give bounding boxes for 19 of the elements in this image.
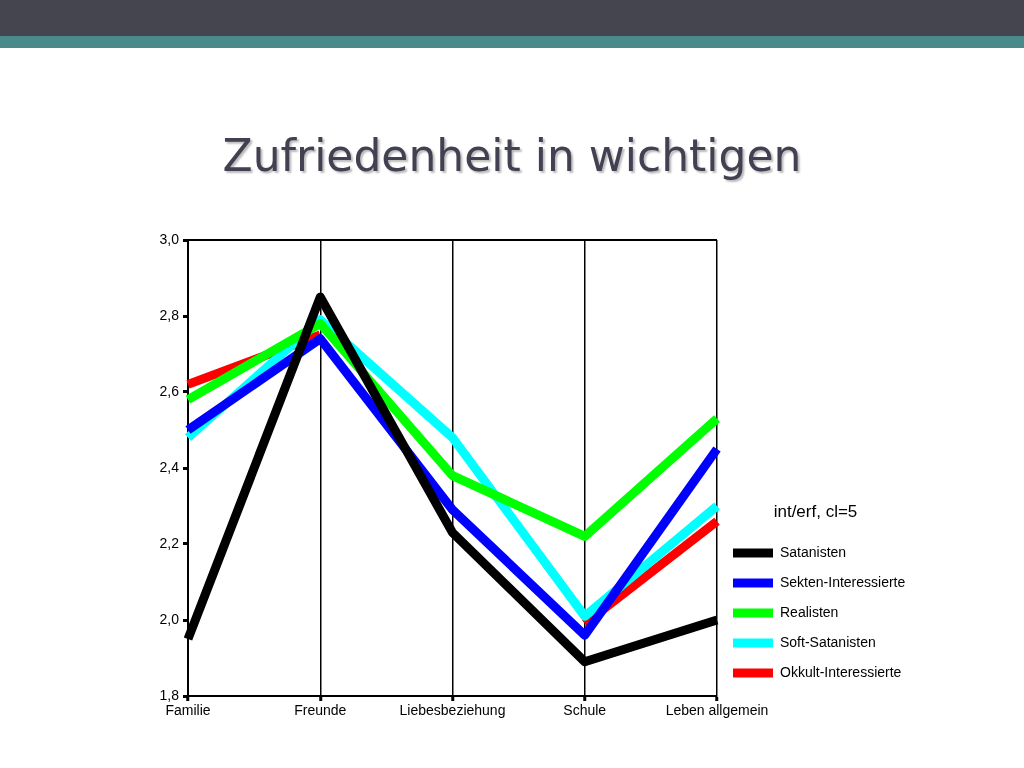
x-tick-label: Leben allgemein: [665, 702, 769, 719]
legend-label: Satanisten: [780, 543, 847, 560]
y-tick-label: 2,2: [159, 534, 180, 551]
y-tick-label: 1,8: [159, 686, 180, 703]
legend-label: Soft-Satanisten: [780, 633, 876, 650]
x-tick-label: Freunde: [294, 702, 347, 719]
y-tick-label: 3,0: [159, 230, 180, 247]
x-tick-label: Liebesbeziehung: [399, 702, 506, 719]
legend-label: Realisten: [780, 603, 839, 620]
chart-title: Zufriedenheit in wichtigen: [221, 129, 803, 183]
legend-label: Sekten-Interessierte: [780, 573, 906, 590]
legend-title: int/erf, cl=5: [773, 501, 858, 521]
x-tick-label: Familie: [165, 702, 211, 719]
y-tick-label: 2,6: [159, 382, 180, 399]
y-tick-label: 2,4: [159, 458, 180, 475]
legend-label: Okkult-Interessierte: [780, 663, 902, 680]
y-tick-label: 2,0: [159, 610, 180, 627]
y-tick-label: 2,8: [159, 306, 180, 323]
x-tick-label: Schule: [563, 702, 607, 719]
